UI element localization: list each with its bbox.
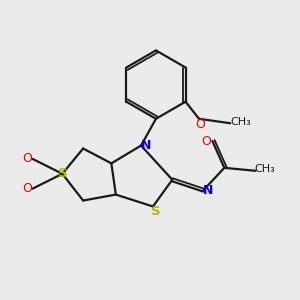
Text: CH₃: CH₃ <box>255 164 275 174</box>
Text: O: O <box>201 135 211 148</box>
Text: O: O <box>196 118 206 130</box>
Text: S: S <box>151 205 161 218</box>
Text: N: N <box>141 139 152 152</box>
Text: O: O <box>22 182 32 195</box>
Text: S: S <box>58 167 67 180</box>
Text: N: N <box>203 184 213 196</box>
Text: O: O <box>22 152 32 165</box>
Text: CH₃: CH₃ <box>230 117 251 127</box>
